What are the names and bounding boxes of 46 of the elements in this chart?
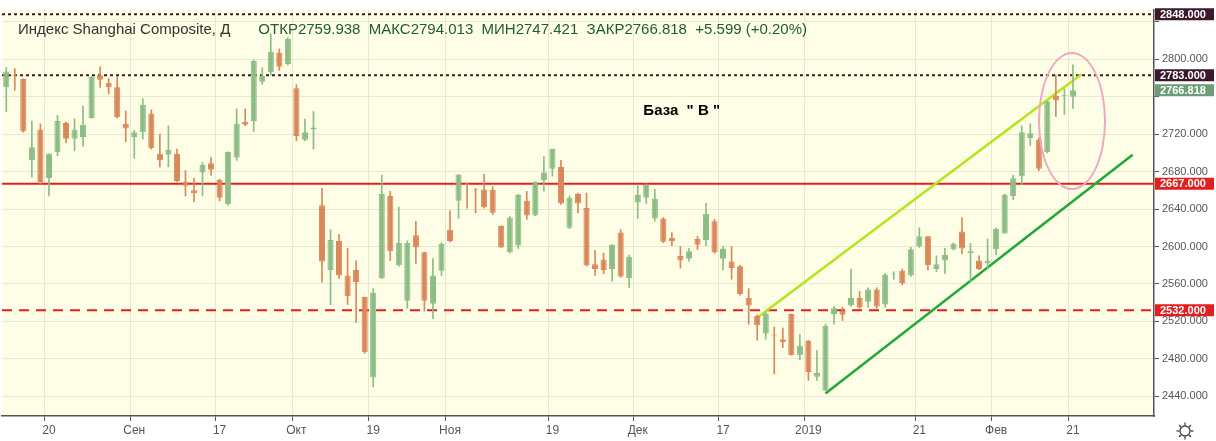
x-tick-label: 21: [1066, 422, 1080, 437]
candlestick: [190, 177, 198, 202]
y-tick-label: 2680.000: [1162, 164, 1208, 177]
x-tick-label: 20: [42, 422, 56, 437]
x-tick-label: Дек: [627, 422, 649, 437]
candlestick: [1069, 64, 1077, 109]
candlestick: [779, 327, 786, 348]
text: ОТКР2759.938 МАКС2794.013 МИН2747.421 ЗАКР2766.818 +5.599 (+0.20%): [258, 19, 808, 37]
y-tick-label: 2720.000: [1162, 127, 1208, 140]
y-tick-label: 2600.000: [1162, 239, 1208, 252]
x-tick-label: 21: [912, 422, 927, 437]
candlestick: [848, 268, 855, 307]
x-tick-label: Фев: [985, 422, 1008, 437]
candlestick: [97, 66, 104, 88]
x-tick-label: 17: [716, 422, 731, 437]
y-tick-label: 2520.000: [1162, 314, 1208, 327]
candlestick: [353, 260, 360, 323]
candlestick: [634, 184, 641, 219]
y-tick-label: 2560.000: [1162, 277, 1208, 289]
y-tick-label: 2640.000: [1162, 202, 1208, 215]
ref-line-label: 2848.000: [1160, 7, 1206, 20]
candlestick: [131, 130, 138, 159]
x-tick-label: 19: [366, 422, 381, 437]
candlestick: [122, 110, 129, 142]
text: 2766.818: [1160, 83, 1206, 96]
x-tick-label: 2019: [795, 422, 823, 437]
candlestick: [592, 249, 599, 276]
x-tick-label: 17: [212, 422, 227, 437]
y-tick-label: 2440.000: [1162, 389, 1208, 402]
y-tick-label: 2800.000: [1162, 52, 1208, 65]
x-tick-label: Сен: [123, 422, 146, 437]
y-tick-label: 2480.000: [1162, 351, 1208, 364]
x-tick-label: Окт: [286, 422, 308, 437]
x-tick-label: Ноя: [439, 422, 461, 437]
ref-line-label: 2783.000: [1160, 68, 1206, 81]
text: Индекс Shanghai Composite, Д: [18, 19, 231, 37]
annotation: База " В ": [643, 101, 720, 119]
candlestick: [242, 108, 249, 127]
x-tick-label: 19: [545, 422, 560, 437]
candlestick: [668, 232, 675, 246]
ref-line-label: 2667.000: [1160, 177, 1206, 190]
candlestick: [1027, 123, 1034, 146]
candlestick: [28, 120, 35, 178]
candlestick: [813, 350, 821, 381]
ref-line-label: 2532.000: [1160, 303, 1206, 316]
candlestick: [941, 248, 949, 274]
